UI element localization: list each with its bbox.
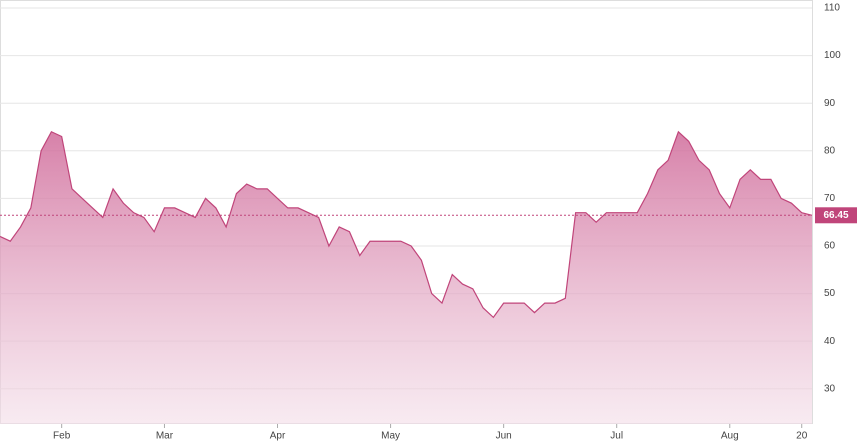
- y-tick-label: 110: [824, 3, 840, 14]
- last-value-label: 66.45: [823, 210, 848, 221]
- y-tick-label: 50: [824, 288, 836, 299]
- last-value-badge: [815, 207, 857, 224]
- x-tick-label: Feb: [53, 431, 71, 442]
- x-tick-label: 20: [796, 431, 808, 442]
- x-tick-label: Apr: [270, 431, 286, 442]
- y-tick-label: 100: [824, 50, 841, 61]
- x-tick-label: Aug: [721, 431, 739, 442]
- x-tick-label: Mar: [156, 431, 174, 442]
- x-tick-label: Jun: [496, 431, 512, 442]
- y-tick-label: 80: [824, 145, 836, 156]
- price-line: [0, 130, 813, 319]
- area-fill: [0, 131, 812, 424]
- x-tick-label: Jul: [610, 431, 623, 442]
- y-tick-label: 90: [824, 98, 836, 109]
- y-tick-label: 70: [824, 193, 836, 204]
- y-tick-label: 60: [824, 241, 836, 252]
- y-tick-label: 30: [824, 383, 836, 394]
- y-tick-label: 40: [824, 336, 836, 347]
- x-tick-label: May: [381, 431, 400, 442]
